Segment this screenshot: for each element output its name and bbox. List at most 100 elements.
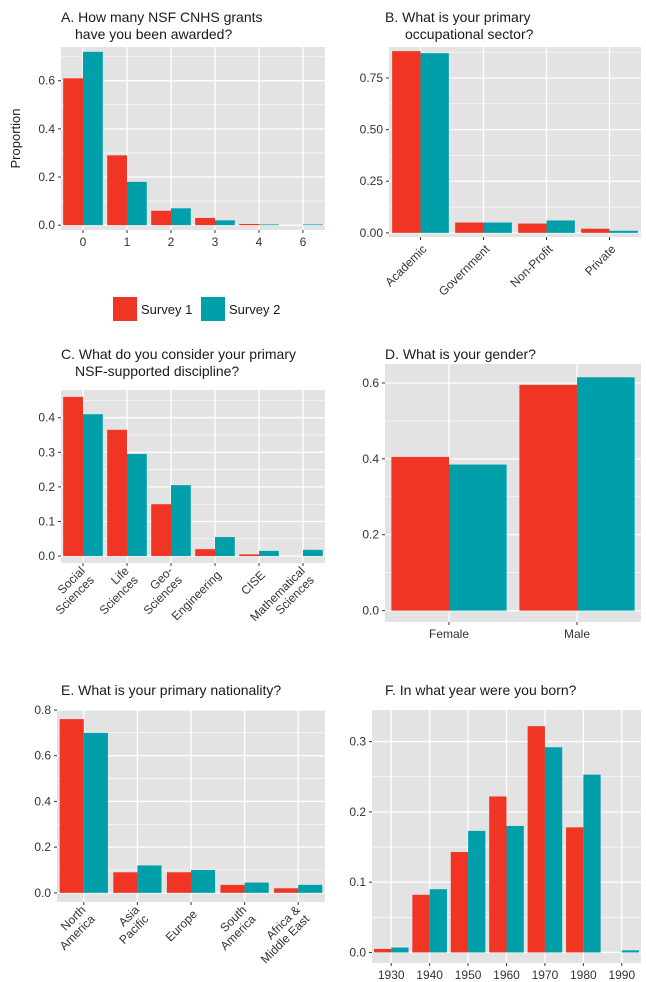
panel-title: E. What is your primary nationality?: [61, 682, 281, 698]
chart-panel-b: B. What is your primary occupational sect…: [360, 9, 641, 299]
x-tick-label-line: Government: [436, 242, 493, 299]
x-tick-label-line: Private: [582, 242, 619, 279]
bar-survey-1: [392, 51, 421, 233]
y-tick-label: 0.4: [38, 411, 55, 425]
bar-survey-2: [544, 747, 563, 953]
bar-survey-2: [483, 222, 512, 233]
bar-survey-2: [506, 825, 524, 953]
panel-title: F. In what year were you born?: [385, 682, 577, 698]
bar-survey-1: [195, 217, 215, 226]
x-tick-label: 3: [212, 235, 219, 249]
x-tick-label: 1990: [608, 968, 635, 982]
legend-item: Survey 1: [113, 297, 192, 321]
y-tick-label: 0.3: [349, 735, 366, 749]
bar-survey-1: [527, 726, 545, 953]
bar-survey-1: [220, 884, 245, 893]
chart-panels: A. How many NSF CNHS grants have you been…: [8, 9, 641, 982]
bar-survey-1: [455, 222, 484, 233]
y-tick-label: 0.25: [360, 174, 384, 188]
chart-panel-e: E. What is your primary nationality? 0.0 0…: [34, 682, 325, 966]
bar-survey-2: [215, 220, 235, 226]
y-tick-label: 0.50: [360, 123, 384, 137]
panel-title-line: B. What is your primary: [385, 9, 530, 25]
y-tick-label: 0.0: [38, 549, 55, 563]
y-tick-label: 0.2: [349, 805, 366, 819]
x-tick-label: Government: [436, 242, 493, 299]
panel-title: A. How many NSF CNHS grants have you been…: [61, 9, 263, 42]
bar-survey-2: [171, 485, 191, 557]
bar-survey-1: [63, 396, 83, 557]
bar-survey-2: [621, 950, 640, 953]
x-tick-label: SouthAmerica: [208, 903, 258, 953]
bar-survey-2: [191, 870, 216, 893]
y-tick-label: 0.8: [34, 703, 51, 717]
bar-survey-2: [259, 550, 279, 557]
chart-panel-f: F. In what year were you born? 0.0 0.1 0.2 0…: [349, 682, 641, 982]
x-tick-label: Africa &Middle East: [249, 902, 313, 966]
bar-survey-2: [391, 947, 409, 953]
panel-title: D. What is your gender?: [385, 346, 536, 362]
y-tick-label: 0.2: [34, 840, 51, 854]
bar-survey-1: [274, 888, 299, 893]
panel-title-line: occupational sector?: [405, 26, 534, 42]
panel-title-line: have you been awarded?: [75, 26, 232, 42]
legend: Survey 1 Survey 2: [113, 297, 280, 321]
x-tick-label: 0: [80, 235, 87, 249]
bar-survey-2: [609, 230, 638, 233]
bar-survey-1: [581, 228, 610, 233]
legend-swatch: [113, 297, 137, 321]
legend-label: Survey 2: [229, 302, 280, 317]
y-tick-label: 0.2: [38, 170, 55, 184]
y-tick-label: 0.0: [362, 604, 379, 618]
bar-survey-1: [63, 78, 83, 226]
legend-label: Survey 1: [141, 302, 192, 317]
x-tick-label: Non-Profit: [507, 242, 556, 291]
x-tick-label: Female: [429, 627, 469, 641]
panel-title-line: E. What is your primary nationality?: [61, 682, 281, 698]
x-tick-label: 1930: [378, 968, 405, 982]
bar-survey-2: [429, 889, 447, 953]
bar-survey-2: [83, 732, 108, 893]
bar-survey-2: [259, 224, 279, 226]
y-tick-label: 0.1: [349, 875, 366, 889]
bar-survey-2: [303, 224, 323, 226]
x-tick-label-line: Non-Profit: [507, 242, 556, 291]
bar-survey-2: [171, 208, 191, 226]
bar-survey-1: [373, 948, 392, 953]
bar-survey-2: [449, 464, 507, 611]
bar-survey-2: [583, 774, 601, 953]
x-tick-label: 1: [124, 235, 131, 249]
x-tick-label: 4: [256, 235, 263, 249]
bar-survey-1: [166, 872, 191, 893]
panel-title-line: D. What is your gender?: [385, 346, 536, 362]
bar-survey-1: [239, 223, 259, 226]
x-tick-label: 1940: [416, 968, 443, 982]
x-tick-label: 1960: [493, 968, 520, 982]
x-tick-label: 2: [168, 235, 175, 249]
x-tick-label: LifeSciences: [87, 564, 141, 618]
panel-title: C. What do you consider your primary NSF-…: [61, 346, 296, 379]
bar-survey-1: [412, 894, 430, 953]
bar-survey-1: [113, 872, 138, 893]
bar-survey-2: [420, 53, 449, 233]
y-tick-label: 0.1: [38, 514, 55, 528]
panel-title-line: A. How many NSF CNHS grants: [61, 9, 263, 25]
bar-survey-1: [59, 719, 84, 893]
panel-title: B. What is your primary occupational sect…: [385, 9, 534, 42]
bar-survey-1: [151, 504, 171, 557]
x-tick-label: SocialSciences: [43, 564, 97, 618]
bar-survey-1: [391, 456, 449, 611]
bar-survey-2: [577, 377, 635, 611]
y-tick-label: 0.4: [362, 452, 379, 466]
x-tick-label: Europe: [163, 907, 200, 944]
y-tick-label: 0.2: [362, 528, 379, 542]
bar-survey-1: [489, 796, 507, 953]
panel-title-line: C. What do you consider your primary: [61, 346, 296, 362]
chart-panel-d: D. What is your gender? 0.0 0.2 0.4 0.6 Femal…: [362, 346, 641, 641]
y-tick-label: 0.0: [349, 945, 366, 959]
y-tick-label: 0.3: [38, 445, 55, 459]
bar-survey-2: [83, 414, 103, 557]
y-tick-label: 0.0: [34, 886, 51, 900]
plot-background: [61, 390, 325, 563]
plot-background: [61, 47, 325, 230]
